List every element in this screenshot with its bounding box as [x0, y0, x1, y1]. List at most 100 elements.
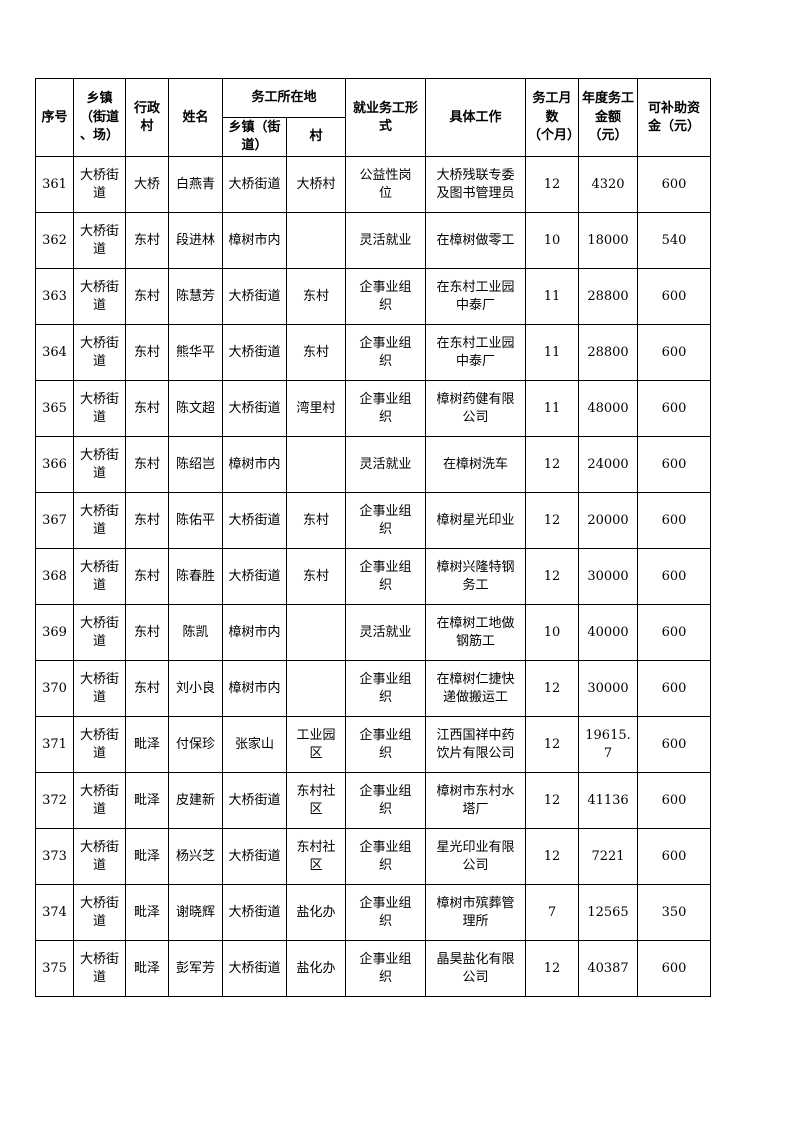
cell-employment-form: 企事业组 织 [345, 268, 427, 326]
cell-job: 樟树市东村水 塔厂 [425, 772, 527, 830]
cell-seq: 375 [35, 940, 74, 998]
cell-township: 大桥街 道 [73, 548, 126, 606]
cell-annual-amount: 19615. 7 [578, 716, 639, 774]
col-header-annual-amount: 年度务工 金额 （元） [578, 77, 639, 158]
cell-township: 大桥街 道 [73, 660, 126, 718]
table-row: 368 大桥街 道东村 陈春胜 大桥街道 东村 企事业组 织樟树兴隆特钢 务工 12 3000… [35, 548, 712, 606]
cell-employment-form: 企事业组 织 [345, 492, 427, 550]
cell-job: 在樟树洗车 [425, 436, 527, 494]
table-row: 373 大桥街 道毗泽 杨兴芝 大桥街道 东村社 区企事业组 织星光印业有限 公司 12 7… [35, 828, 712, 886]
cell-months: 11 [525, 268, 580, 326]
cell-admin-village: 东村 [125, 324, 169, 382]
cell-subsidy: 540 [637, 212, 712, 270]
cell-name: 彭军芳 [168, 940, 223, 998]
cell-name: 陈春胜 [168, 548, 223, 606]
table-row: 367 大桥街 道东村 陈佑平 大桥街道 东村 企事业组 织樟树星光印业 12 20000 60… [35, 492, 712, 550]
cell-work-township: 大桥街道 [222, 884, 287, 942]
cell-months: 11 [525, 380, 580, 438]
cell-seq: 373 [35, 828, 74, 886]
cell-township: 大桥街 道 [73, 380, 126, 438]
cell-annual-amount: 24000 [578, 436, 639, 494]
cell-work-village: 湾里村 [285, 380, 347, 438]
cell-annual-amount: 7221 [578, 828, 639, 886]
cell-seq: 372 [35, 772, 74, 830]
cell-work-village [285, 604, 347, 662]
cell-employment-form: 企事业组 织 [345, 324, 427, 382]
cell-job: 在东村工业园 中泰厂 [425, 268, 527, 326]
cell-subsidy: 600 [637, 716, 712, 774]
cell-work-township: 大桥街道 [222, 772, 287, 830]
cell-seq: 366 [35, 436, 74, 494]
col-header-months: 务工月数 （个月） [525, 77, 580, 158]
col-header-admin-village: 行政村 [125, 77, 169, 158]
cell-months: 12 [525, 492, 580, 550]
cell-township: 大桥街 道 [73, 212, 126, 270]
cell-name: 白燕青 [168, 156, 223, 214]
cell-work-village [285, 660, 347, 718]
cell-job: 晶昊盐化有限 公司 [425, 940, 527, 998]
cell-work-village: 东村社 区 [285, 828, 347, 886]
cell-name: 陈慧芳 [168, 268, 223, 326]
cell-subsidy: 600 [637, 772, 712, 830]
col-header-seq: 序号 [35, 77, 74, 158]
cell-employment-form: 企事业组 织 [345, 380, 427, 438]
cell-name: 陈佑平 [168, 492, 223, 550]
table-row: 372 大桥街 道毗泽 皮建新 大桥街道 东村社 区企事业组 织樟树市东村水 塔厂 12 4… [35, 772, 712, 830]
table-row: 375 大桥街 道毗泽 彭军芳 大桥街道 盐化办 企事业组 织晶昊盐化有限 公司 12 403… [35, 940, 712, 998]
cell-seq: 369 [35, 604, 74, 662]
col-header-work-township: 乡镇（街 道） [222, 116, 287, 158]
cell-job: 星光印业有限 公司 [425, 828, 527, 886]
cell-job: 在东村工业园 中泰厂 [425, 324, 527, 382]
cell-admin-village: 东村 [125, 604, 169, 662]
cell-work-township: 樟树市内 [222, 212, 287, 270]
cell-admin-village: 东村 [125, 492, 169, 550]
table-row: 369 大桥街 道东村 陈凯 樟树市内 灵活就业 在樟树工地做 钢筋工 10 40000 600 [35, 604, 712, 662]
cell-employment-form: 公益性岗 位 [345, 156, 427, 214]
cell-job: 在樟树仁捷快 递做搬运工 [425, 660, 527, 718]
cell-job: 在樟树做零工 [425, 212, 527, 270]
cell-township: 大桥街 道 [73, 156, 126, 214]
cell-township: 大桥街 道 [73, 772, 126, 830]
cell-months: 10 [525, 212, 580, 270]
cell-employment-form: 灵活就业 [345, 436, 427, 494]
cell-admin-village: 毗泽 [125, 772, 169, 830]
cell-work-township: 张家山 [222, 716, 287, 774]
table-row: 371 大桥街 道毗泽 付保珍 张家山 工业园 区企事业组 织江西国祥中药 饮片有限公司… [35, 716, 712, 774]
cell-township: 大桥街 道 [73, 268, 126, 326]
cell-township: 大桥街 道 [73, 884, 126, 942]
cell-months: 12 [525, 660, 580, 718]
col-header-employment-form: 就业务工形式 [345, 77, 427, 158]
table-row: 361 大桥街 道大桥 白燕青 大桥街道 大桥村 公益性岗 位大桥残联专委 及图书管理员 1… [35, 156, 712, 214]
cell-work-township: 大桥街道 [222, 268, 287, 326]
cell-admin-village: 大桥 [125, 156, 169, 214]
cell-admin-village: 毗泽 [125, 828, 169, 886]
col-header-name: 姓名 [168, 77, 223, 158]
cell-name: 熊华平 [168, 324, 223, 382]
cell-township: 大桥街 道 [73, 940, 126, 998]
cell-months: 12 [525, 772, 580, 830]
cell-township: 大桥街 道 [73, 436, 126, 494]
cell-admin-village: 东村 [125, 212, 169, 270]
cell-subsidy: 600 [637, 660, 712, 718]
cell-work-village: 东村社 区 [285, 772, 347, 830]
cell-months: 12 [525, 828, 580, 886]
cell-work-township: 樟树市内 [222, 436, 287, 494]
cell-employment-form: 灵活就业 [345, 212, 427, 270]
cell-township: 大桥街 道 [73, 604, 126, 662]
cell-admin-village: 东村 [125, 548, 169, 606]
cell-job: 在樟树工地做 钢筋工 [425, 604, 527, 662]
col-header-job: 具体工作 [425, 77, 527, 158]
cell-work-village [285, 436, 347, 494]
table-row: 364 大桥街 道东村 熊华平 大桥街道 东村 企事业组 织在东村工业园 中泰厂 11 288… [35, 324, 712, 382]
cell-admin-village: 毗泽 [125, 716, 169, 774]
cell-subsidy: 600 [637, 828, 712, 886]
col-header-township: 乡镇 （街道 、场） [73, 77, 126, 158]
cell-admin-village: 东村 [125, 660, 169, 718]
cell-township: 大桥街 道 [73, 324, 126, 382]
cell-months: 10 [525, 604, 580, 662]
cell-seq: 370 [35, 660, 74, 718]
cell-work-township: 大桥街道 [222, 548, 287, 606]
cell-subsidy: 600 [637, 268, 712, 326]
col-header-work-location-group: 务工所在地 [221, 78, 347, 118]
cell-job: 大桥残联专委 及图书管理员 [425, 156, 527, 214]
